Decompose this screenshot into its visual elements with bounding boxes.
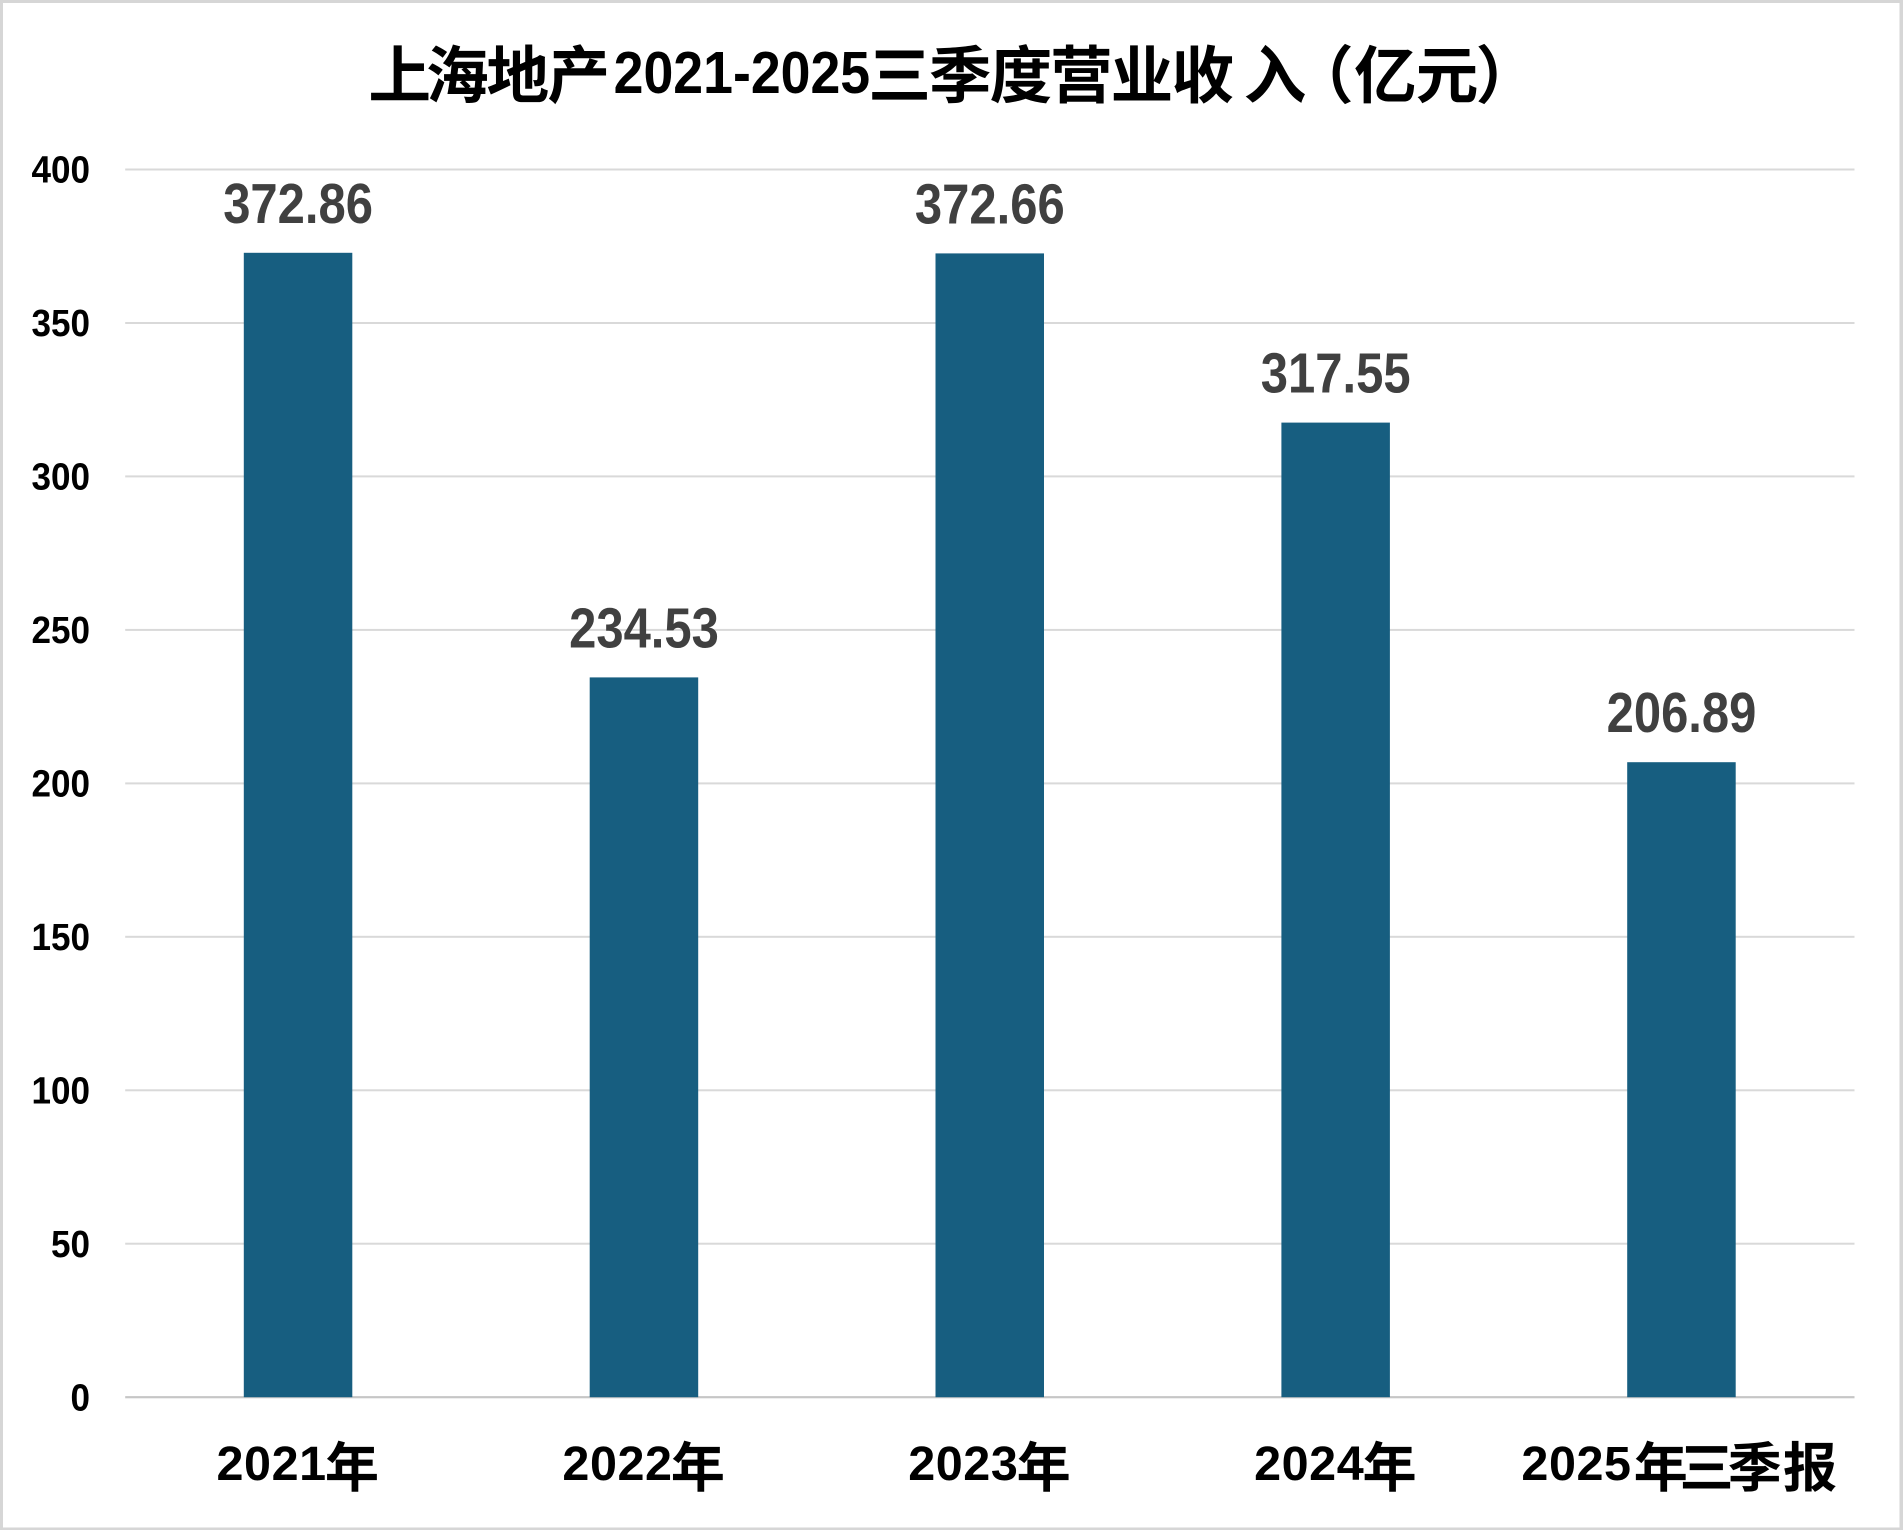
svg-text:100: 100 bbox=[32, 1070, 91, 1113]
svg-text:0: 0 bbox=[71, 1376, 91, 1419]
svg-text:2025: 2025 bbox=[1521, 1437, 1631, 1491]
svg-text:372.86: 372.86 bbox=[223, 173, 373, 236]
svg-text:2024: 2024 bbox=[1254, 1437, 1364, 1491]
svg-text:372.66: 372.66 bbox=[915, 173, 1065, 236]
svg-text:350: 350 bbox=[32, 302, 91, 345]
svg-text:50: 50 bbox=[51, 1223, 90, 1266]
svg-text:206.89: 206.89 bbox=[1607, 682, 1757, 745]
svg-text:300: 300 bbox=[32, 456, 91, 499]
svg-text:2021-2025: 2021-2025 bbox=[614, 39, 871, 106]
svg-text:150: 150 bbox=[32, 916, 91, 959]
svg-text:234.53: 234.53 bbox=[569, 597, 719, 660]
svg-text:317.55: 317.55 bbox=[1261, 343, 1411, 406]
svg-text:2023: 2023 bbox=[908, 1437, 1018, 1491]
svg-text:2021: 2021 bbox=[217, 1437, 327, 1491]
svg-text:200: 200 bbox=[32, 763, 91, 806]
svg-text:2022: 2022 bbox=[562, 1437, 672, 1491]
svg-text:400: 400 bbox=[32, 149, 91, 192]
svg-text:250: 250 bbox=[32, 609, 91, 652]
